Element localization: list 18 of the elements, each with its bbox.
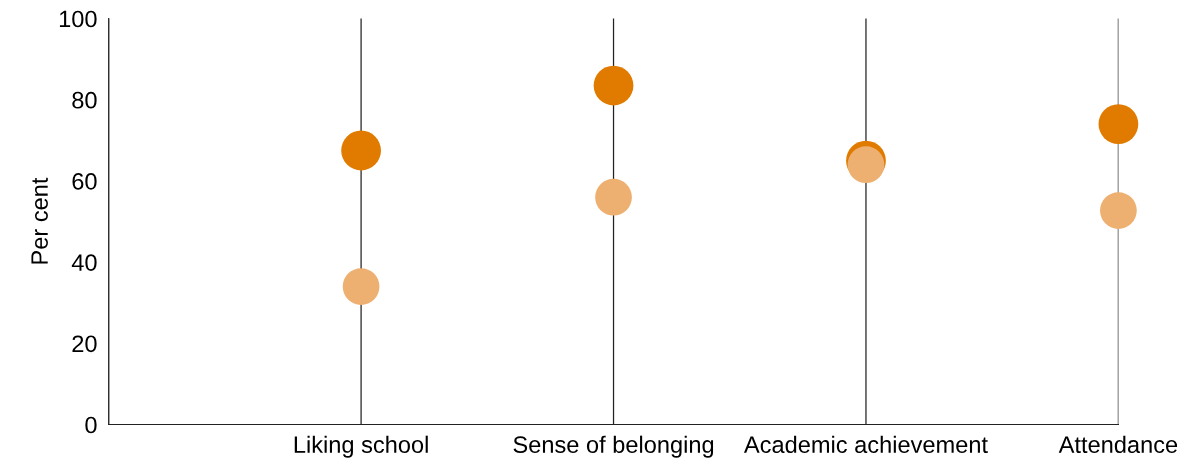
y-tick-label: 80 (72, 91, 97, 109)
point (1098, 104, 1139, 145)
x-tick-label: Liking school (294, 435, 428, 458)
y-axis-title: Per cent (31, 177, 48, 264)
point (342, 268, 380, 305)
x-tick-label: Academic achievement (743, 435, 988, 454)
point (341, 130, 381, 171)
x-tick-label: Attendance (1058, 435, 1178, 454)
y-tick-label: 60 (72, 173, 97, 190)
x-tick-label: Sense of belonging (513, 435, 714, 458)
y-tick-label: 20 (72, 335, 97, 353)
point (593, 65, 634, 106)
y-tick-label: 0 (85, 416, 97, 434)
y-tick-label: 40 (71, 254, 97, 271)
point (595, 178, 632, 216)
point (847, 146, 885, 184)
point (1100, 192, 1137, 229)
y-tick-label: 100 (59, 10, 97, 28)
